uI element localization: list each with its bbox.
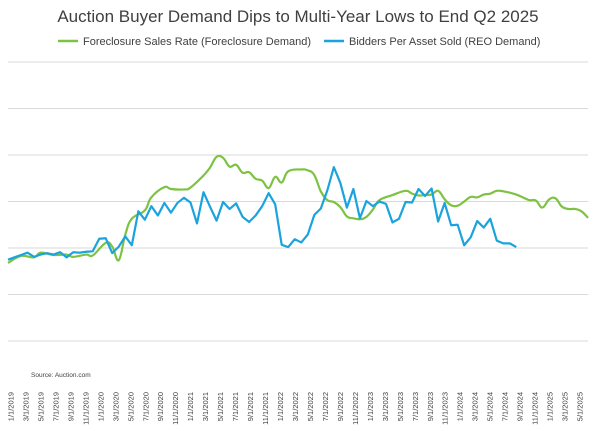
x-tick-label: 9/1/2022 bbox=[336, 392, 345, 421]
x-tick-label: 7/1/2020 bbox=[141, 392, 150, 421]
series-line-bidders bbox=[7, 166, 517, 261]
x-tick-label: 7/1/2023 bbox=[411, 392, 420, 421]
x-tick-label: 3/1/2023 bbox=[381, 392, 390, 421]
x-tick-label: 1/1/2021 bbox=[186, 392, 195, 421]
x-tick-label: 5/1/2022 bbox=[306, 392, 315, 421]
x-tick-label: 5/1/2024 bbox=[486, 392, 495, 421]
x-tick-label: 5/1/2019 bbox=[36, 392, 45, 421]
x-tick-label: 1/1/2023 bbox=[366, 392, 375, 421]
x-tick-label: 1/1/2025 bbox=[546, 392, 555, 421]
x-tick-label: 9/1/2024 bbox=[516, 392, 525, 421]
legend-label-foreclosure: Foreclosure Sales Rate (Foreclosure Dema… bbox=[83, 36, 311, 48]
x-tick-label: 7/1/2024 bbox=[501, 392, 510, 421]
series-line-foreclosure bbox=[7, 154, 589, 264]
x-tick-label: 5/1/2021 bbox=[216, 392, 225, 421]
x-tick-label: 3/1/2022 bbox=[291, 392, 300, 421]
x-tick-label: 1/1/2019 bbox=[7, 392, 16, 421]
legend-label-bidders: Bidders Per Asset Sold (REO Demand) bbox=[349, 36, 540, 48]
chart-title: Auction Buyer Demand Dips to Multi-Year … bbox=[57, 7, 539, 26]
x-tick-label: 5/1/2020 bbox=[126, 392, 135, 421]
x-axis-tick-labels: 1/1/2019 3/1/2019 5/1/2019 7/1/2019 9/1/2019… bbox=[7, 392, 585, 425]
x-tick-label: 11/1/2020 bbox=[171, 392, 180, 425]
x-tick-label: 5/1/2025 bbox=[576, 392, 585, 421]
x-tick-label: 7/1/2021 bbox=[231, 392, 240, 421]
x-tick-label: 9/1/2023 bbox=[426, 392, 435, 421]
gridlines bbox=[8, 61, 588, 342]
x-tick-label: 7/1/2019 bbox=[51, 392, 60, 421]
x-tick-label: 3/1/2019 bbox=[22, 392, 31, 421]
x-tick-label: 3/1/2025 bbox=[561, 392, 570, 421]
x-tick-label: 11/1/2021 bbox=[261, 392, 270, 425]
x-tick-label: 7/1/2022 bbox=[321, 392, 330, 421]
x-tick-label: 11/1/2024 bbox=[531, 392, 540, 425]
x-tick-label: 11/1/2023 bbox=[441, 392, 450, 425]
x-tick-label: 9/1/2021 bbox=[246, 392, 255, 421]
x-tick-label: 3/1/2021 bbox=[201, 392, 210, 421]
x-tick-label: 1/1/2022 bbox=[276, 392, 285, 421]
series-lines bbox=[7, 154, 589, 264]
x-tick-label: 3/1/2020 bbox=[111, 392, 120, 421]
x-tick-label: 9/1/2019 bbox=[66, 392, 75, 421]
legend: Foreclosure Sales Rate (Foreclosure Dema… bbox=[58, 36, 540, 48]
x-tick-label: 11/1/2019 bbox=[81, 392, 90, 425]
source-note: Source: Auction.com bbox=[31, 372, 91, 379]
x-tick-label: 9/1/2020 bbox=[156, 392, 165, 421]
x-tick-label: 1/1/2020 bbox=[96, 392, 105, 421]
x-tick-label: 11/1/2022 bbox=[351, 392, 360, 425]
x-tick-label: 1/1/2024 bbox=[456, 392, 465, 421]
x-tick-label: 3/1/2024 bbox=[471, 392, 480, 421]
x-tick-label: 5/1/2023 bbox=[396, 392, 405, 421]
